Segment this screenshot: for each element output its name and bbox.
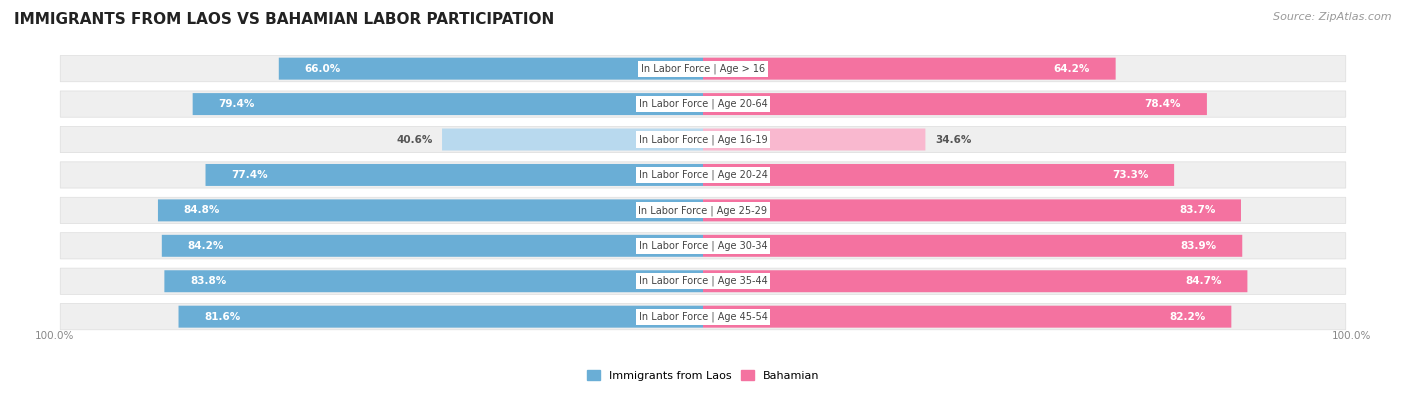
- FancyBboxPatch shape: [703, 199, 1241, 221]
- Text: In Labor Force | Age 20-64: In Labor Force | Age 20-64: [638, 99, 768, 109]
- FancyBboxPatch shape: [60, 304, 1346, 330]
- Text: 83.7%: 83.7%: [1178, 205, 1215, 215]
- FancyBboxPatch shape: [703, 270, 1247, 292]
- Text: 34.6%: 34.6%: [935, 135, 972, 145]
- FancyBboxPatch shape: [157, 199, 703, 221]
- FancyBboxPatch shape: [60, 56, 1346, 82]
- Text: 84.7%: 84.7%: [1185, 276, 1222, 286]
- Text: IMMIGRANTS FROM LAOS VS BAHAMIAN LABOR PARTICIPATION: IMMIGRANTS FROM LAOS VS BAHAMIAN LABOR P…: [14, 12, 554, 27]
- FancyBboxPatch shape: [165, 270, 703, 292]
- FancyBboxPatch shape: [703, 235, 1243, 257]
- Legend: Immigrants from Laos, Bahamian: Immigrants from Laos, Bahamian: [586, 371, 820, 381]
- Text: 82.2%: 82.2%: [1170, 312, 1205, 322]
- Text: 83.8%: 83.8%: [190, 276, 226, 286]
- Text: In Labor Force | Age 20-24: In Labor Force | Age 20-24: [638, 170, 768, 180]
- Text: In Labor Force | Age > 16: In Labor Force | Age > 16: [641, 64, 765, 74]
- FancyBboxPatch shape: [703, 306, 1232, 328]
- Text: 84.2%: 84.2%: [187, 241, 224, 251]
- FancyBboxPatch shape: [703, 128, 925, 150]
- Text: In Labor Force | Age 45-54: In Labor Force | Age 45-54: [638, 311, 768, 322]
- Text: 83.9%: 83.9%: [1181, 241, 1216, 251]
- Text: In Labor Force | Age 25-29: In Labor Force | Age 25-29: [638, 205, 768, 216]
- Text: 66.0%: 66.0%: [305, 64, 340, 73]
- FancyBboxPatch shape: [60, 162, 1346, 188]
- Text: Source: ZipAtlas.com: Source: ZipAtlas.com: [1274, 12, 1392, 22]
- FancyBboxPatch shape: [60, 233, 1346, 259]
- Text: In Labor Force | Age 35-44: In Labor Force | Age 35-44: [638, 276, 768, 286]
- FancyBboxPatch shape: [60, 197, 1346, 224]
- FancyBboxPatch shape: [703, 93, 1206, 115]
- FancyBboxPatch shape: [60, 91, 1346, 117]
- FancyBboxPatch shape: [60, 268, 1346, 294]
- Text: 79.4%: 79.4%: [218, 99, 254, 109]
- Text: 100.0%: 100.0%: [35, 331, 75, 341]
- Text: 81.6%: 81.6%: [204, 312, 240, 322]
- FancyBboxPatch shape: [193, 93, 703, 115]
- FancyBboxPatch shape: [703, 58, 1115, 80]
- FancyBboxPatch shape: [162, 235, 703, 257]
- Text: 64.2%: 64.2%: [1053, 64, 1090, 73]
- FancyBboxPatch shape: [278, 58, 703, 80]
- FancyBboxPatch shape: [441, 128, 703, 150]
- Text: In Labor Force | Age 30-34: In Labor Force | Age 30-34: [638, 241, 768, 251]
- FancyBboxPatch shape: [703, 164, 1174, 186]
- FancyBboxPatch shape: [60, 126, 1346, 152]
- Text: 78.4%: 78.4%: [1144, 99, 1181, 109]
- Text: 40.6%: 40.6%: [396, 135, 433, 145]
- Text: In Labor Force | Age 16-19: In Labor Force | Age 16-19: [638, 134, 768, 145]
- FancyBboxPatch shape: [179, 306, 703, 328]
- FancyBboxPatch shape: [205, 164, 703, 186]
- Text: 100.0%: 100.0%: [1331, 331, 1371, 341]
- Text: 77.4%: 77.4%: [231, 170, 269, 180]
- Text: 84.8%: 84.8%: [184, 205, 219, 215]
- Text: 73.3%: 73.3%: [1112, 170, 1149, 180]
